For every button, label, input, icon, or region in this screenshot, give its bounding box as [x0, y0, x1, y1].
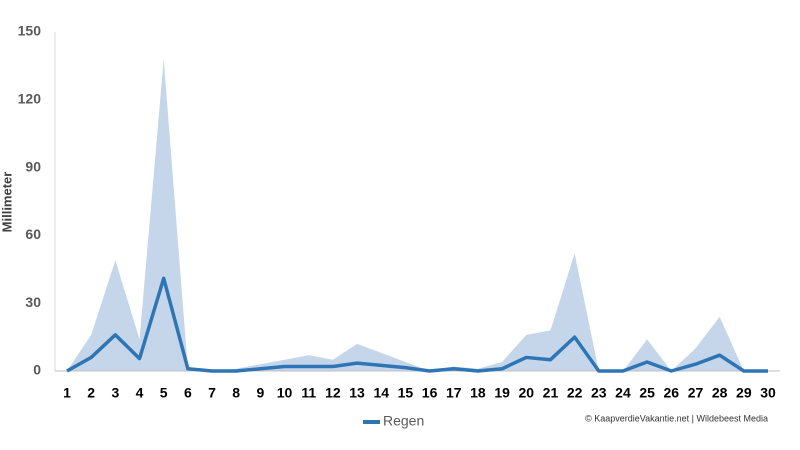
legend-label: Regen: [383, 413, 424, 429]
x-tick-label: 19: [494, 385, 510, 401]
y-tick-label: 90: [25, 158, 41, 174]
credit: © KaapverdieVakantie.net | Wildebeest Me…: [585, 413, 768, 423]
y-tick-label: 150: [18, 23, 42, 39]
x-tick-label: 3: [111, 385, 119, 401]
line: [66, 276, 768, 373]
x-tick-label: 26: [664, 385, 680, 401]
x-tick-label: 10: [277, 385, 293, 401]
x-tick-label: 23: [591, 385, 607, 401]
y-tick-label: 30: [25, 294, 41, 310]
x-tick-label: 29: [736, 385, 752, 401]
x-tick-label: 22: [567, 385, 583, 401]
x-tick-label: 14: [373, 385, 389, 401]
x-tick-label: 28: [712, 385, 728, 401]
x-tick-label: 24: [615, 385, 631, 401]
x-tick-label: 9: [256, 385, 264, 401]
x-tick-label: 2: [87, 385, 95, 401]
y-tick-label: 60: [25, 226, 41, 242]
x-tick-label: 27: [688, 385, 704, 401]
x-tick-label: 11: [301, 385, 316, 401]
x-tick-label: 20: [518, 385, 534, 401]
x-tick-label: 12: [325, 385, 341, 401]
y-tick-label: 120: [18, 91, 42, 107]
y-axis-label: Millimeter: [0, 172, 14, 233]
x-tick-label: 30: [760, 385, 776, 401]
x-tick-label: 1: [63, 385, 71, 401]
x-tick-label: 5: [160, 385, 168, 401]
x-tick-label: 8: [232, 385, 240, 401]
x-tick-label: 7: [208, 385, 216, 401]
x-tick-label: 4: [136, 385, 144, 401]
area: [67, 59, 768, 372]
x-tick-label: 18: [470, 385, 486, 401]
x-tick-label: 17: [446, 385, 462, 401]
x-tick-label: 6: [184, 385, 192, 401]
y-tick-label: 0: [33, 362, 41, 378]
x-tick-label: 13: [349, 385, 365, 401]
x-tick-label: 25: [639, 385, 655, 401]
x-tick-label: 15: [398, 385, 414, 401]
x-tick-label: 21: [543, 385, 559, 401]
x-tick-label: 16: [422, 385, 438, 401]
